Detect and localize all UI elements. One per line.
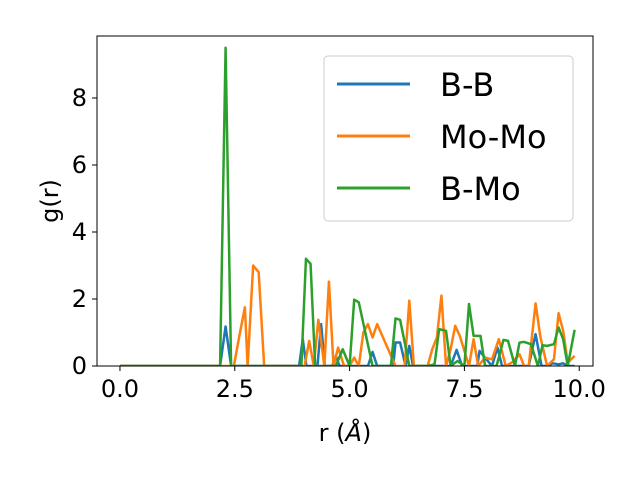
x-tick-label: 2.5 <box>216 375 254 403</box>
legend-label-mo-mo: Mo-Mo <box>440 118 547 156</box>
y-tick-label: 8 <box>72 84 87 112</box>
legend-frame <box>323 55 574 222</box>
x-tick-label: 5.0 <box>331 375 369 403</box>
y-axis-label: g(r) <box>36 179 64 223</box>
y-axis: 0 2 4 6 8 <box>72 84 97 380</box>
series-line-mo-mo <box>119 264 576 366</box>
x-tick-label: 7.5 <box>445 375 483 403</box>
legend-label-b-b: B-B <box>440 66 494 104</box>
legend-label-b-mo: B-Mo <box>440 170 521 208</box>
x-axis-label-text: r ( <box>319 419 346 447</box>
x-axis-label-unit: Å <box>344 418 362 447</box>
y-tick-label: 4 <box>72 218 87 246</box>
x-tick-label: 10.0 <box>553 375 606 403</box>
x-axis: 0.0 2.5 5.0 7.5 10.0 <box>101 366 606 403</box>
x-tick-label: 0.0 <box>101 375 139 403</box>
plot-frame <box>96 35 594 367</box>
series-line-b-mo <box>119 46 576 366</box>
series-layer <box>119 46 576 366</box>
y-tick-label: 2 <box>72 285 87 313</box>
y-tick-label: 6 <box>72 151 87 179</box>
legend: B-B Mo-Mo B-Mo <box>323 55 574 222</box>
y-tick-label: 0 <box>72 352 87 380</box>
x-axis-label-close: ) <box>362 419 371 447</box>
x-axis-label: r (Å) <box>319 418 372 447</box>
